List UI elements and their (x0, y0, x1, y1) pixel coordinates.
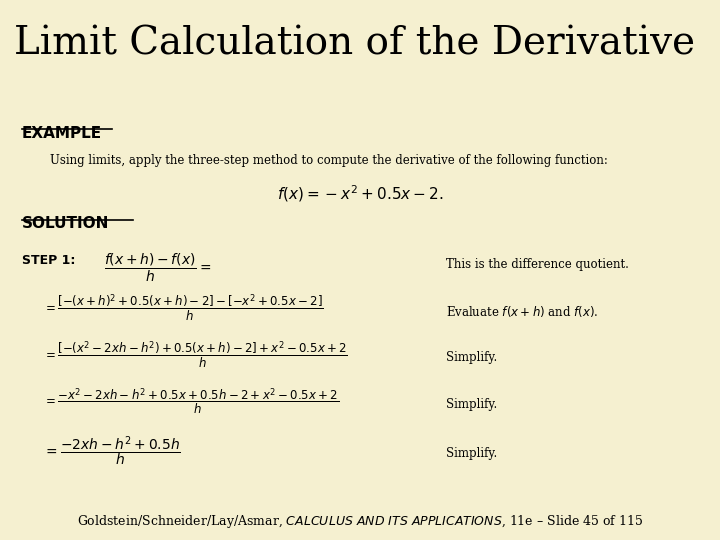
Text: Limit Calculation of the Derivative: Limit Calculation of the Derivative (14, 25, 696, 62)
Text: $=\dfrac{\left[-(x+h)^2+0.5(x+h)-2\right]-\left[-x^2+0.5x-2\right]}{h}$: $=\dfrac{\left[-(x+h)^2+0.5(x+h)-2\right… (43, 293, 324, 324)
Text: Goldstein/Schneider/Lay/Asmar, $\it{CALCULUS\ AND\ ITS\ APPLICATIONS}$, 11e – Sl: Goldstein/Schneider/Lay/Asmar, $\it{CALC… (77, 512, 643, 530)
Text: STEP 1:: STEP 1: (22, 254, 75, 267)
Text: $=\dfrac{-2xh-h^2+0.5h}{h}$: $=\dfrac{-2xh-h^2+0.5h}{h}$ (43, 434, 181, 468)
Text: EXAMPLE: EXAMPLE (22, 126, 102, 141)
Text: Simplify.: Simplify. (446, 447, 498, 461)
Text: $=\dfrac{-x^2-2xh-h^2+0.5x+0.5h-2+x^2-0.5x+2}{h}$: $=\dfrac{-x^2-2xh-h^2+0.5x+0.5h-2+x^2-0.… (43, 387, 339, 417)
Text: $=\dfrac{\left[-(x^2-2xh-h^2)+0.5(x+h)-2\right]+x^2-0.5x+2}{h}$: $=\dfrac{\left[-(x^2-2xh-h^2)+0.5(x+h)-2… (43, 340, 348, 371)
Text: $\dfrac{f(x+h)-f(x)}{h}=$: $\dfrac{f(x+h)-f(x)}{h}=$ (104, 252, 212, 284)
Text: Simplify.: Simplify. (446, 399, 498, 411)
Text: This is the difference quotient.: This is the difference quotient. (446, 258, 629, 271)
Text: Evaluate $f(x+h)$ and $f(x)$.: Evaluate $f(x+h)$ and $f(x)$. (446, 305, 599, 320)
Text: Simplify.: Simplify. (446, 352, 498, 365)
Text: Using limits, apply the three-step method to compute the derivative of the follo: Using limits, apply the three-step metho… (50, 154, 608, 167)
Text: $f(x)=-x^2+0.5x-2.$: $f(x)=-x^2+0.5x-2.$ (276, 183, 444, 204)
Text: SOLUTION: SOLUTION (22, 217, 109, 232)
